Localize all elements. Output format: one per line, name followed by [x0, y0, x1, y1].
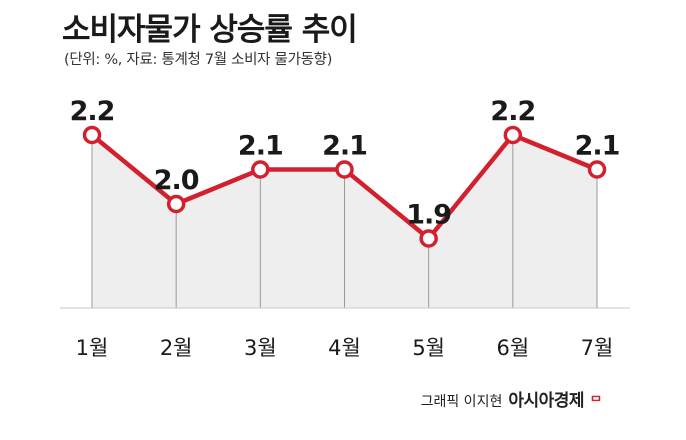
x-tick-label-2: 2월 [160, 336, 193, 360]
data-point-2 [166, 194, 186, 214]
data-point-5 [419, 229, 438, 248]
x-tick-label-7: 7월 [581, 336, 614, 360]
data-point-4 [335, 160, 354, 179]
data-point-7 [587, 160, 607, 179]
value-label-6: 2.2 [490, 96, 535, 127]
value-label-7: 2.1 [575, 131, 620, 162]
credit-text: 그래픽 이지현 [420, 394, 503, 410]
footer-credit: 그래픽 이지현 아시아경제 ᄆ [421, 386, 602, 411]
chart-title: 소비자물가 상승률 추이 [62, 12, 358, 48]
data-point-1 [82, 125, 102, 145]
brand-logo: 아시아경제 [508, 391, 585, 411]
chart-subtitle: (단위: %, 자료: 통계청 7월 소비자 물가동향) [64, 52, 333, 68]
value-label-3: 2.1 [238, 131, 283, 162]
value-label-1: 2.2 [70, 96, 115, 127]
value-label-4: 2.1 [322, 131, 367, 162]
brand-mark-icon: ᄆ [590, 395, 602, 410]
data-point-6 [503, 125, 523, 145]
x-tick-label-1: 1월 [76, 336, 109, 360]
x-tick-label-4: 4월 [328, 336, 361, 360]
value-label-5: 1.9 [406, 200, 451, 231]
x-tick-label-5: 5월 [412, 336, 445, 360]
value-label-2: 2.0 [154, 165, 199, 196]
x-tick-label-3: 3월 [244, 336, 277, 360]
x-tick-label-6: 6월 [496, 336, 529, 360]
data-point-3 [251, 160, 270, 179]
